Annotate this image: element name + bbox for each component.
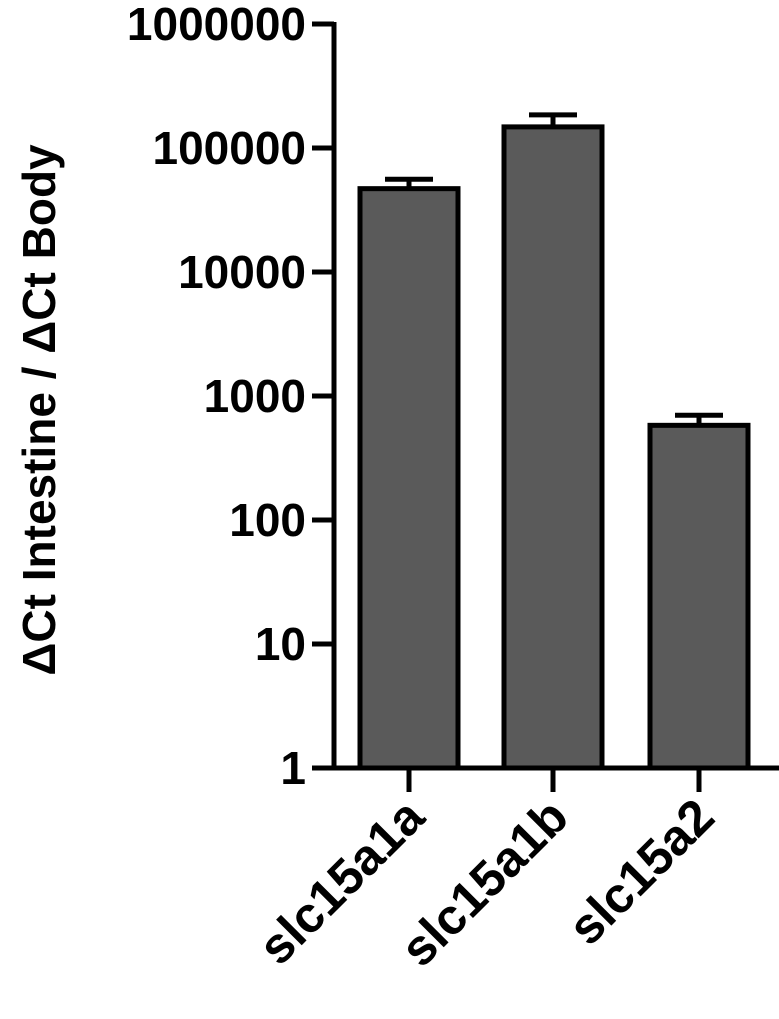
y-tick-label: 100000 <box>153 122 307 174</box>
y-tick-label: 1 <box>280 742 306 794</box>
y-axis-title: ΔCt Intestine / ΔCt Body <box>13 144 65 676</box>
y-tick-label: 10 <box>255 618 306 670</box>
y-axis-title-group: ΔCt Intestine / ΔCt Body <box>13 144 65 676</box>
y-tick-label: 1000 <box>204 370 306 422</box>
bars <box>357 112 751 771</box>
bar-slc15a1a <box>357 186 461 771</box>
y-axis-ticks: 1 10 100 1000 10000 100000 1000000 <box>127 0 334 794</box>
y-tick-label: 100 <box>229 494 306 546</box>
bar-slc15a1b <box>501 124 605 771</box>
bar-slc15a2 <box>647 422 751 771</box>
y-tick-label: 10000 <box>178 246 306 298</box>
y-tick-label: 1000000 <box>127 0 306 50</box>
x-tick-label-slc15a2: slc15a2 <box>557 788 724 955</box>
